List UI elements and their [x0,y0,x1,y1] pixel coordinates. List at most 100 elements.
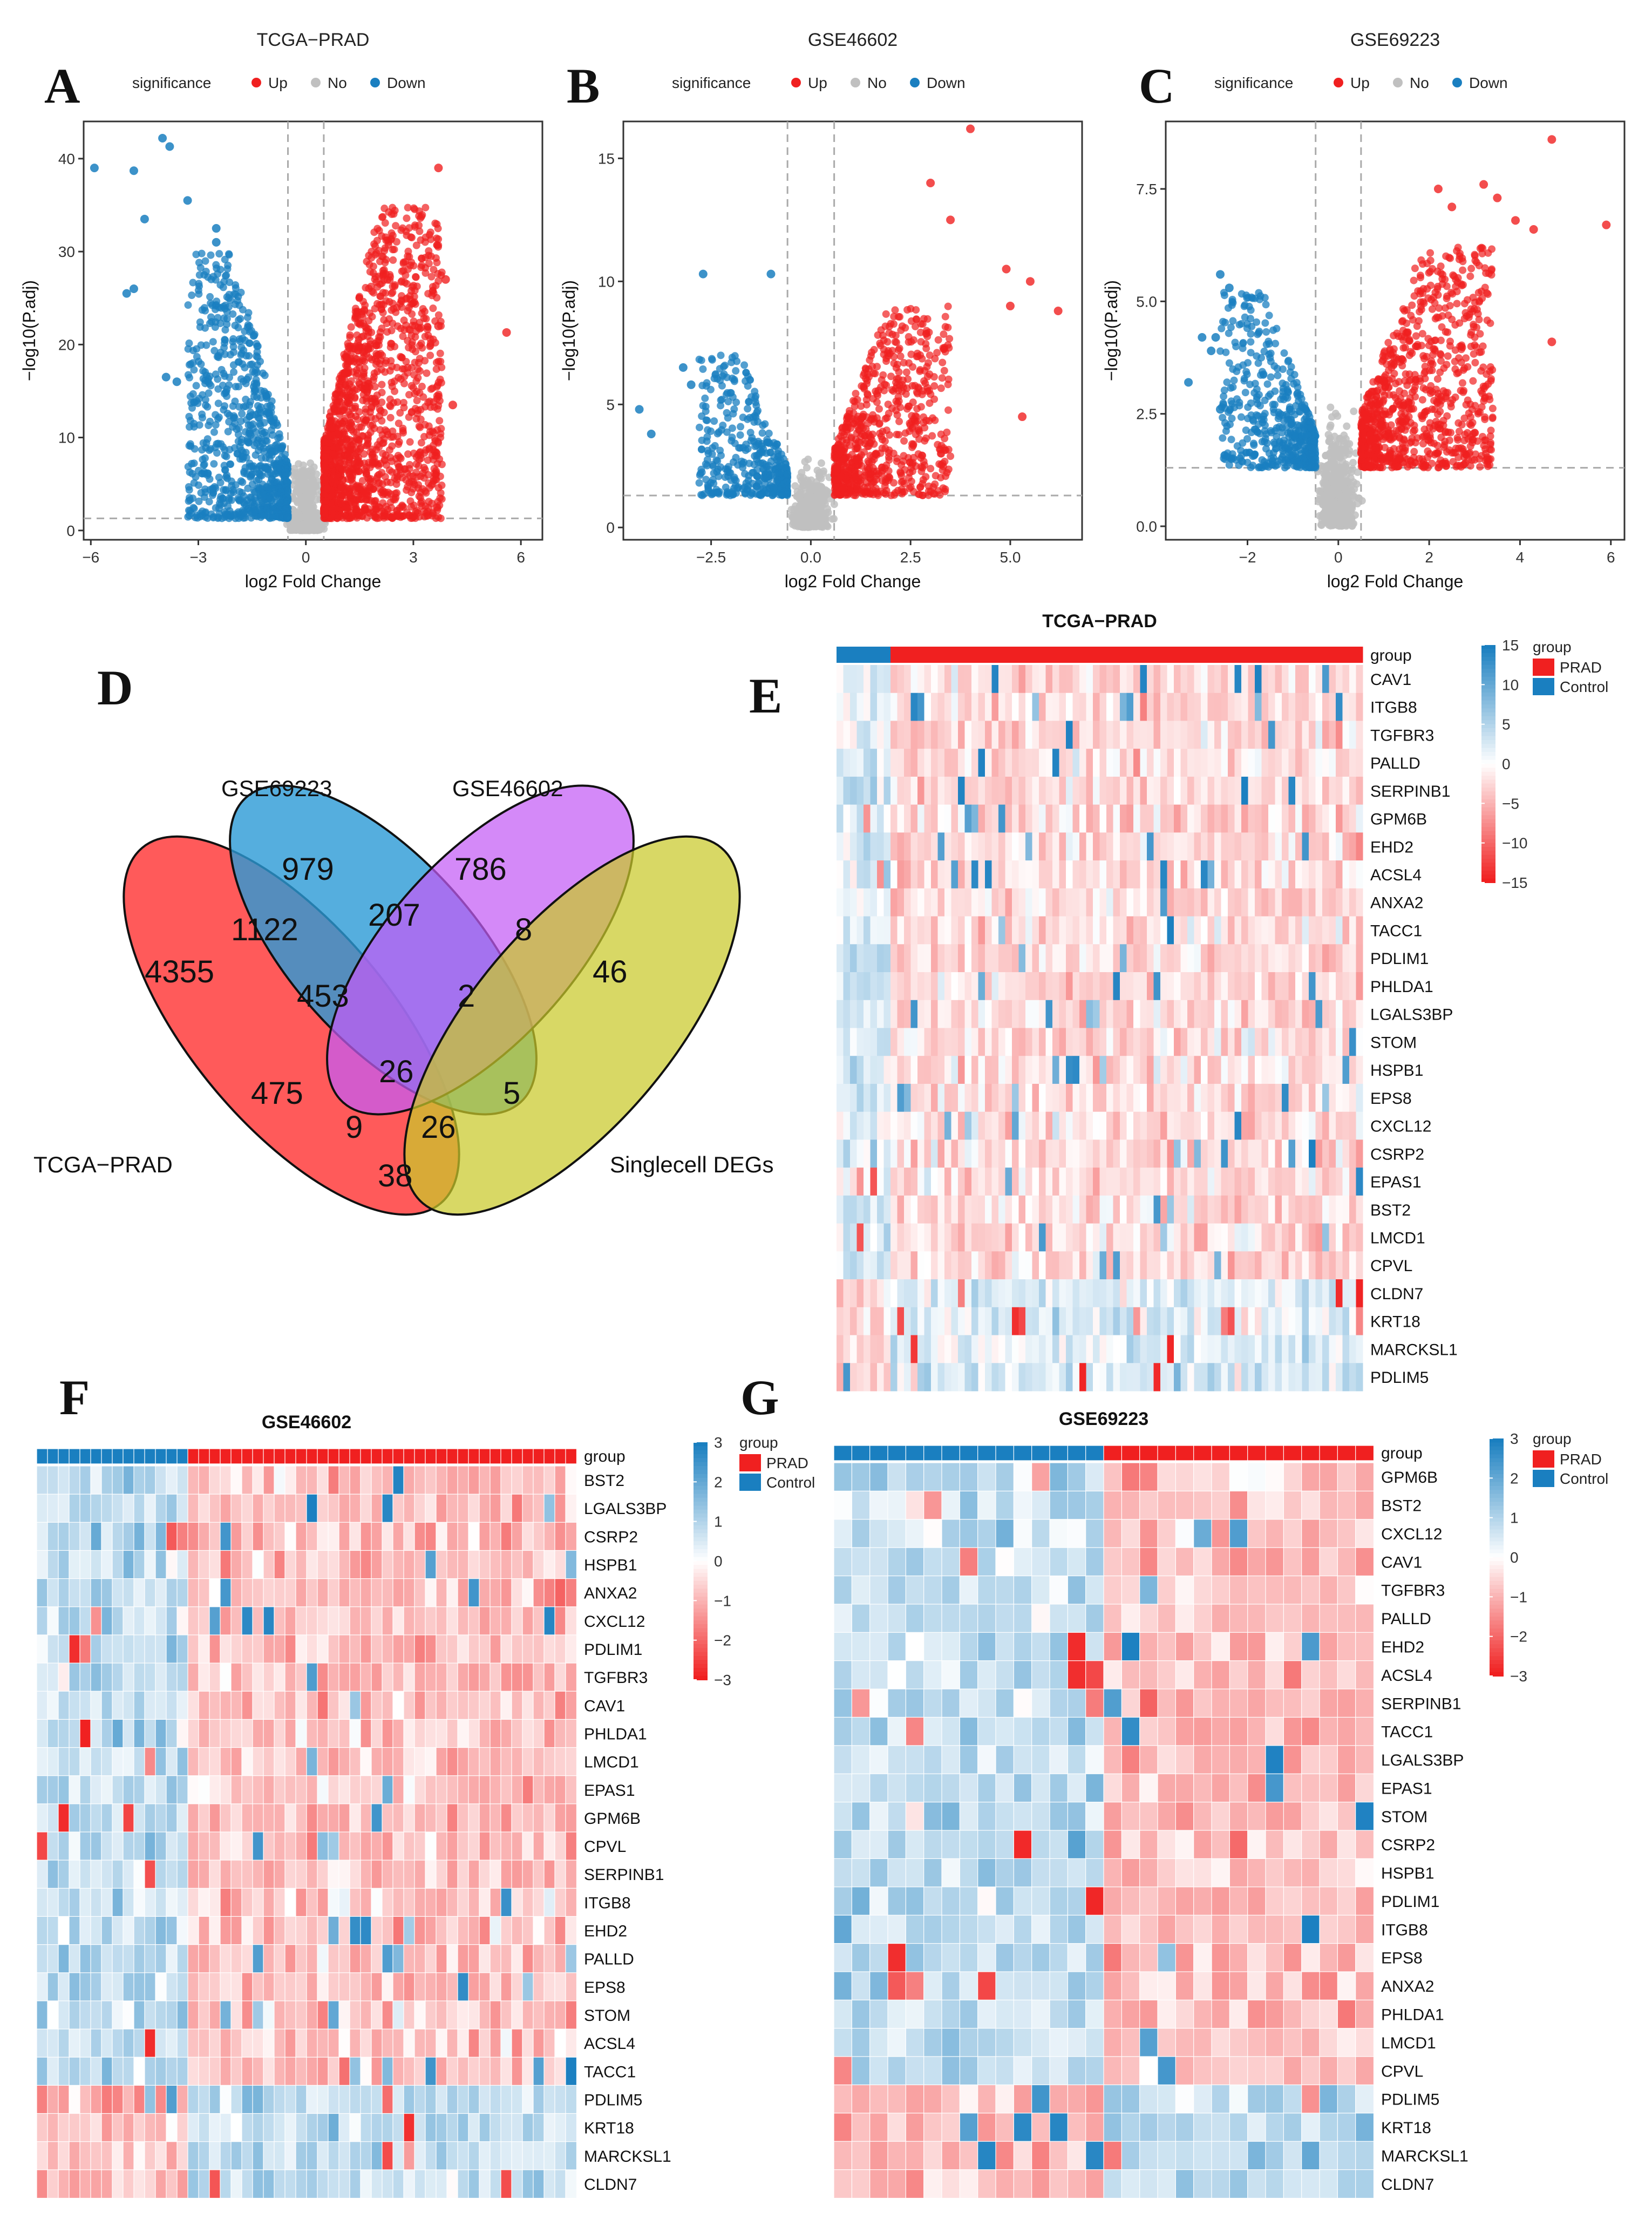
point-no [803,508,810,516]
point-up [333,514,341,522]
point-down [767,471,774,479]
point-up [368,451,376,459]
point-up [383,328,391,336]
point-up [412,274,420,281]
point-down [192,250,200,258]
point-no [310,515,318,522]
point-down [750,438,758,445]
point-up [417,494,424,501]
point-down [754,407,762,415]
point-up [383,320,391,327]
point-up [371,340,379,348]
point-down [263,437,271,445]
point-up [326,433,334,440]
point-down [234,293,242,301]
point-down [235,508,242,516]
point-up [362,416,370,424]
point-down [205,389,213,397]
point-up [381,457,389,464]
point-up [363,350,370,358]
point-up [890,479,898,487]
point-up [937,384,945,392]
point-up [890,491,898,499]
point-up [898,490,906,498]
point-up [365,317,372,324]
point-down [240,403,247,411]
point-down [189,390,197,398]
point-up [361,506,368,514]
point-up [855,418,862,426]
point-down [196,271,203,279]
point-down [699,365,706,373]
point-up [885,352,892,359]
point-up [930,382,938,390]
point-down [162,373,171,382]
point-up [927,465,934,472]
point-no [310,464,318,471]
point-down [698,492,706,499]
point-down [732,398,740,406]
point-down [210,347,218,355]
point-down [696,424,703,431]
point-up [361,306,368,314]
point-up [422,269,429,277]
point-no [301,477,308,485]
point-down [229,423,236,431]
point-up [873,363,881,370]
point-down [230,361,237,369]
point-up [357,444,365,451]
point-up [944,303,952,310]
point-down [188,291,195,299]
point-up [901,466,908,474]
point-up [1054,307,1063,315]
point-up [907,338,915,345]
point-down [203,403,211,411]
point-up [913,405,921,412]
point-up [911,382,919,390]
point-up [356,460,364,467]
point-down [195,498,203,505]
point-no [818,523,825,531]
point-down [197,510,205,517]
legend-marker [1393,78,1403,87]
point-up [433,234,440,242]
point-up [907,464,915,472]
point-down [212,224,221,233]
point-down [265,513,273,521]
point-up [322,497,329,505]
point-down [220,370,227,377]
point-up [430,289,438,297]
point-down [185,497,193,505]
point-up [431,220,439,227]
point-up [356,358,363,366]
point-down [214,385,222,393]
point-up [883,338,891,345]
point-up [405,224,413,232]
point-up [423,369,431,377]
point-up [944,381,952,388]
legend-title: significance [672,74,751,91]
y-axis-label: −log10(P.adj) [19,280,39,381]
point-up [421,357,429,364]
point-up [414,481,422,488]
point-down [190,398,198,406]
point-up [864,443,872,450]
point-up [941,488,949,496]
point-up [412,348,419,355]
legend-item: Up [268,74,288,91]
point-no [799,482,806,490]
point-no [793,492,801,500]
point-no [811,504,819,511]
point-up [448,401,457,409]
point-down [256,443,264,451]
point-down [274,435,282,442]
point-down [226,412,233,419]
point-up [418,344,426,352]
point-up [337,484,345,491]
point-up [912,412,919,420]
point-up [854,462,861,469]
point-down [223,293,231,301]
point-down [737,431,744,439]
point-up [833,463,840,471]
x-tick-label: 0 [302,549,310,566]
